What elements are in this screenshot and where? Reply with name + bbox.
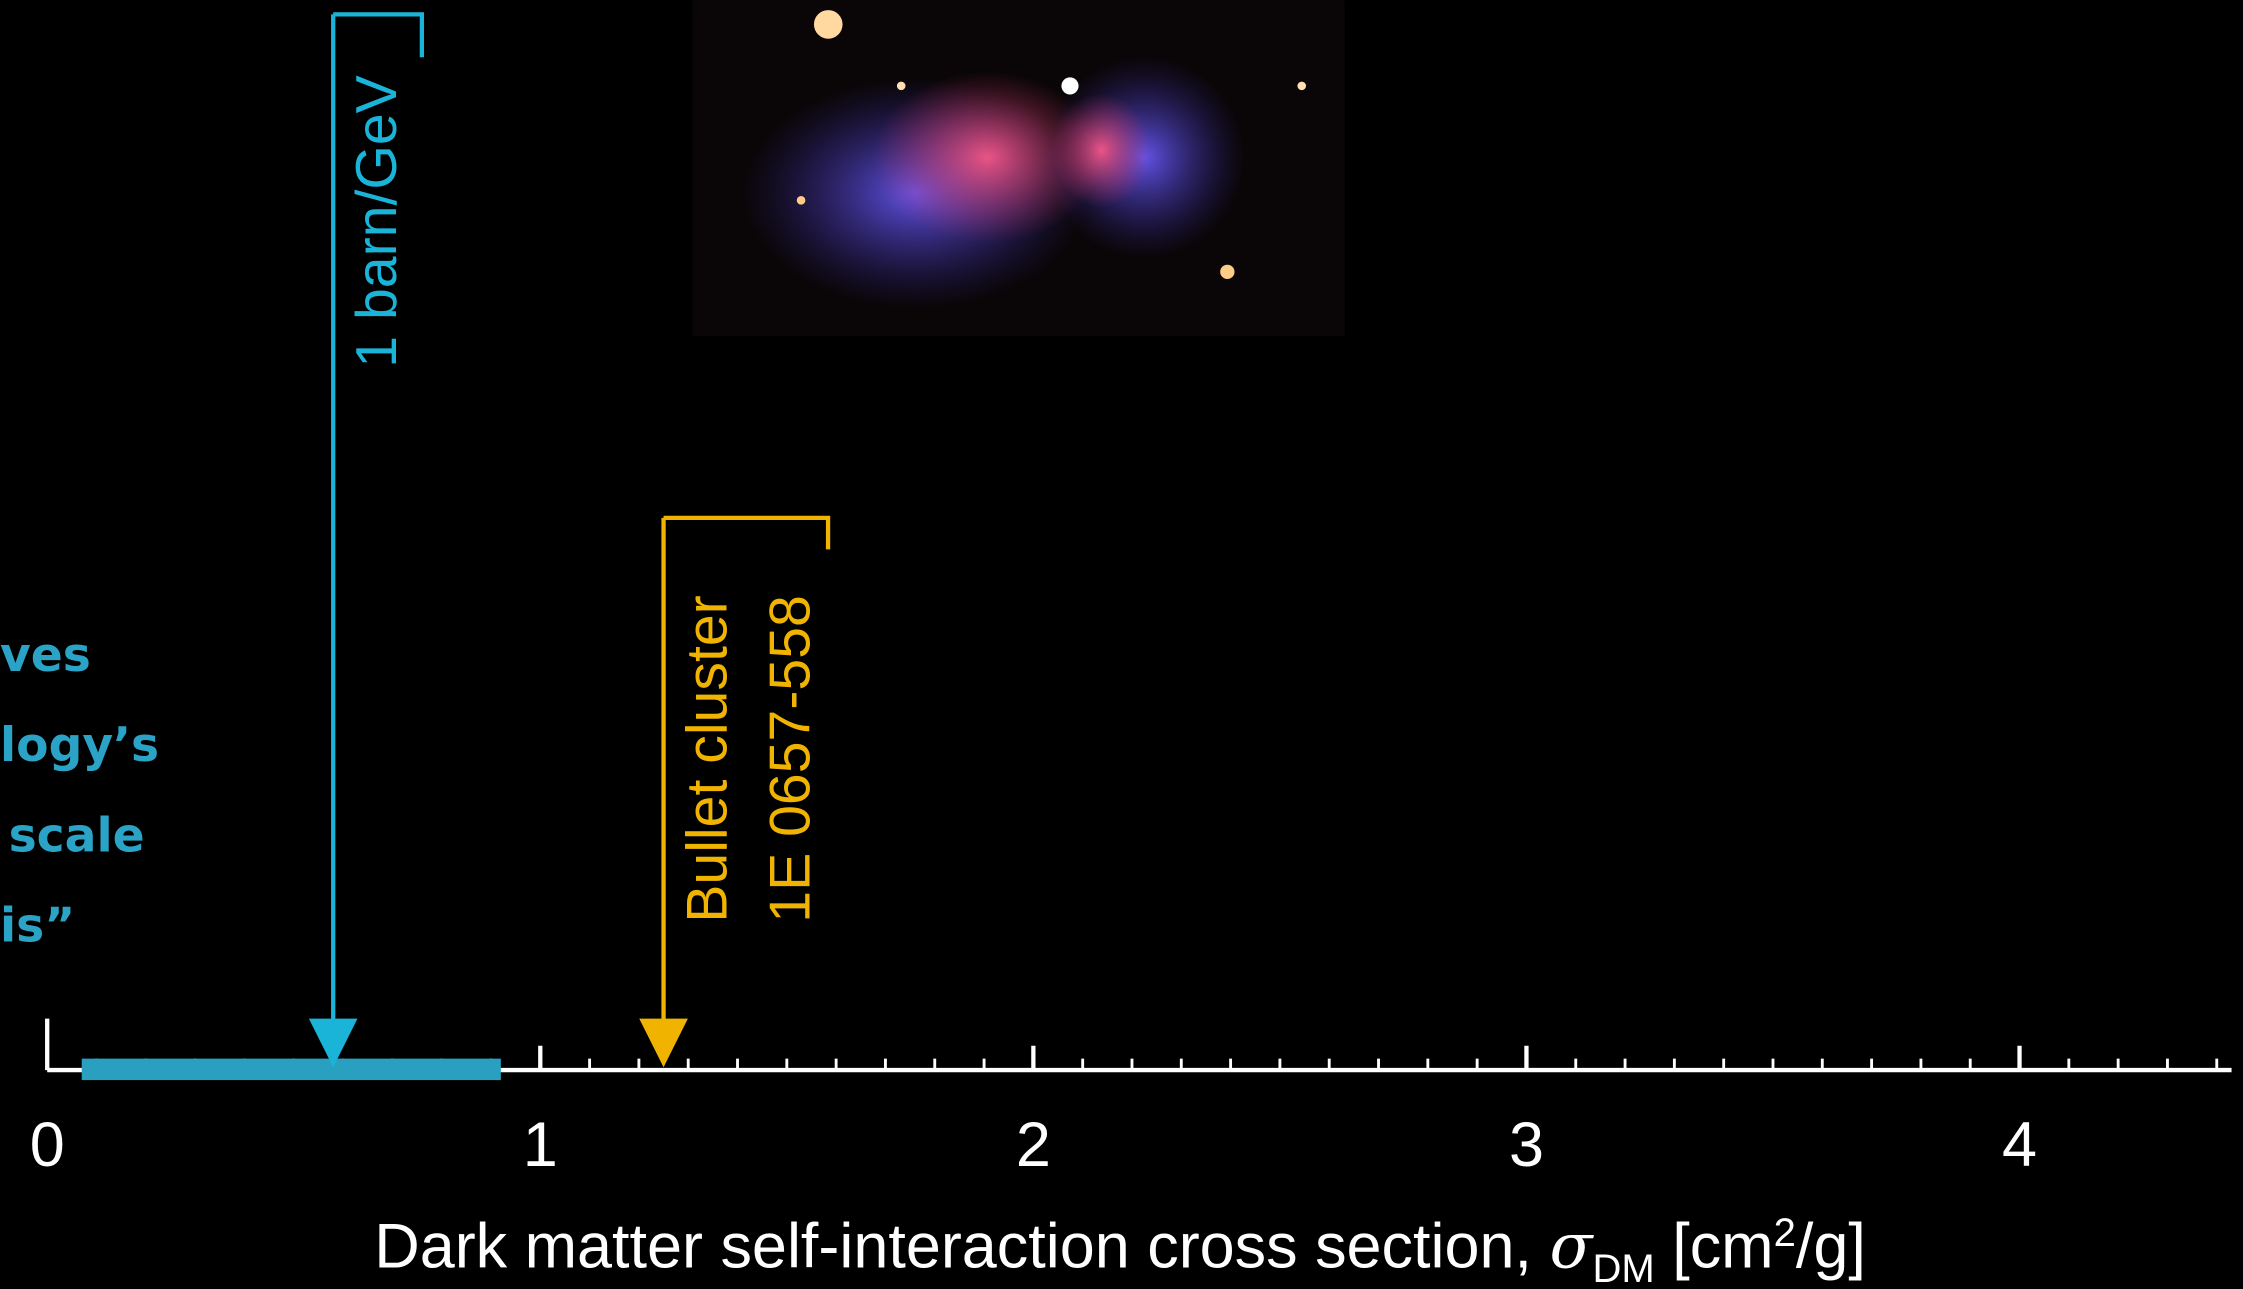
- chart: 0 1 2 3 4 Dark matter self-interaction cross …: [30, 12, 2232, 1289]
- side-text-line: is”: [0, 898, 75, 953]
- annotation-label: 1 barn/GeV: [345, 75, 409, 368]
- x-tick-label: 4: [2002, 1110, 2037, 1180]
- x-label-unit: [cm: [1655, 1211, 1774, 1281]
- annotation-label: 1E 0657-558: [758, 595, 822, 923]
- annotation-bracket: [663, 515, 831, 550]
- cluster-image: [692, 0, 1345, 337]
- annotation: [639, 515, 831, 1068]
- x-label-text: Dark matter self-interaction cross secti…: [374, 1211, 1549, 1281]
- annotation-label: Bullet cluster: [675, 595, 739, 922]
- annotation: [308, 12, 425, 1068]
- annotation-bracket: [333, 12, 425, 58]
- x-label-unit-end: /g]: [1796, 1211, 1866, 1281]
- x-label-subscript: DM: [1592, 1247, 1654, 1289]
- x-label-superscript: 2: [1774, 1211, 1796, 1255]
- x-axis-label: Dark matter self-interaction cross secti…: [374, 1209, 1866, 1289]
- x-tick-label: 2: [1016, 1110, 1051, 1180]
- x-tick-label: 0: [30, 1110, 65, 1180]
- annotation-arrowhead: [639, 1018, 688, 1068]
- side-text: ves logy’s scale is”: [0, 628, 159, 953]
- side-text-line: logy’s: [0, 718, 159, 773]
- annotation-arrowhead: [308, 1018, 358, 1068]
- side-text-line: scale: [9, 808, 145, 863]
- x-tick-label: 3: [1509, 1110, 1544, 1180]
- x-label-symbol: σ: [1549, 1209, 1594, 1282]
- x-tick-label: 1: [523, 1110, 558, 1180]
- side-text-line: ves: [0, 628, 91, 683]
- range-bar: [81, 1058, 501, 1081]
